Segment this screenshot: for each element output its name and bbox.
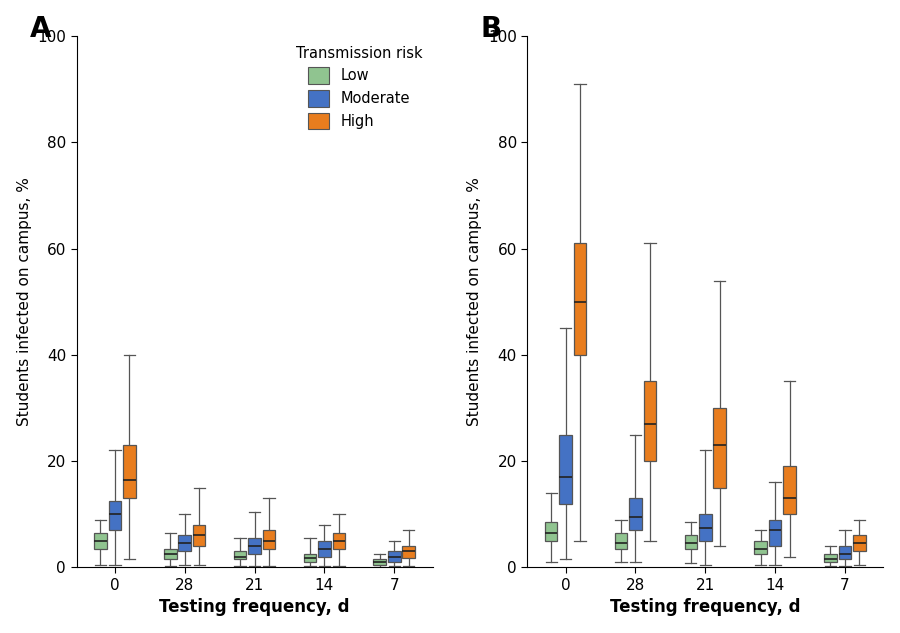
- Bar: [685, 536, 698, 549]
- Bar: [374, 560, 386, 565]
- X-axis label: Testing frequency, d: Testing frequency, d: [610, 598, 800, 617]
- Y-axis label: Students infected on campus, %: Students infected on campus, %: [467, 177, 482, 426]
- Bar: [402, 546, 415, 558]
- Bar: [178, 536, 191, 551]
- Bar: [234, 551, 247, 560]
- Bar: [783, 467, 796, 514]
- Bar: [615, 533, 627, 549]
- Bar: [714, 408, 726, 487]
- Text: B: B: [481, 15, 502, 43]
- Bar: [574, 243, 587, 355]
- Bar: [248, 538, 261, 554]
- Bar: [839, 546, 851, 560]
- Bar: [333, 533, 345, 549]
- Bar: [853, 536, 866, 551]
- Bar: [754, 541, 767, 554]
- Bar: [164, 549, 176, 560]
- Bar: [109, 501, 122, 530]
- Bar: [769, 520, 781, 546]
- X-axis label: Testing frequency, d: Testing frequency, d: [159, 598, 350, 617]
- Bar: [263, 530, 275, 549]
- Bar: [193, 525, 205, 546]
- Bar: [644, 382, 656, 461]
- Bar: [544, 522, 557, 541]
- Y-axis label: Students infected on campus, %: Students infected on campus, %: [17, 177, 32, 426]
- Legend: Low, Moderate, High: Low, Moderate, High: [292, 44, 426, 132]
- Bar: [388, 551, 400, 562]
- Text: A: A: [31, 15, 51, 43]
- Bar: [123, 445, 136, 498]
- Bar: [94, 533, 107, 549]
- Bar: [699, 514, 712, 541]
- Bar: [303, 554, 316, 562]
- Bar: [318, 541, 330, 557]
- Bar: [629, 498, 642, 530]
- Bar: [824, 554, 837, 562]
- Bar: [559, 435, 572, 504]
